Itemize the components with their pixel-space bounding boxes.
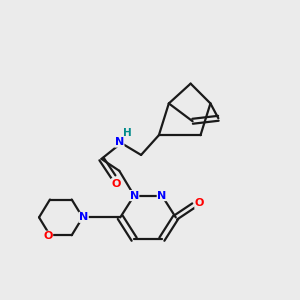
Text: O: O xyxy=(43,231,52,241)
Text: N: N xyxy=(115,137,124,147)
Text: N: N xyxy=(157,190,167,201)
Text: O: O xyxy=(112,179,121,189)
Text: H: H xyxy=(123,128,132,138)
Text: N: N xyxy=(130,190,139,201)
Text: O: O xyxy=(195,199,204,208)
Text: N: N xyxy=(79,212,88,222)
